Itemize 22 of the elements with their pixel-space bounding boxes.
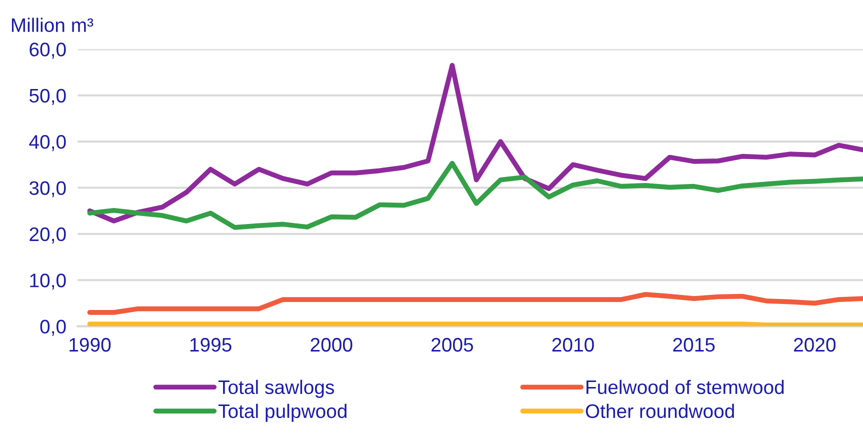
x-tick-label: 2010 (552, 338, 594, 352)
y-axis-title: Million m³ (12, 18, 94, 32)
y-tick-label: 30,0 (29, 181, 66, 198)
legend-label: Fuelwood of stemwood (586, 380, 784, 394)
line-series (87, 62, 863, 224)
y-tick-label: 0,0 (40, 320, 66, 336)
line-series (87, 160, 863, 230)
legend-label: Other roundwood (586, 404, 734, 418)
line-series (87, 292, 863, 315)
x-tick-label: 1990 (70, 338, 111, 352)
y-tick-label: 50,0 (29, 88, 66, 105)
x-tick-label: 2020 (794, 338, 836, 352)
legend-label: Total pulpwood (218, 404, 346, 422)
x-tick-label: 2015 (673, 338, 715, 352)
y-tick-label: 60,0 (30, 42, 66, 59)
x-tick-label: 2000 (310, 338, 352, 352)
x-tick-label: 2005 (432, 338, 474, 352)
y-tick-label: 20,0 (30, 227, 66, 244)
y-tick-label: 40,0 (29, 135, 66, 152)
y-tick-label: 10,0 (30, 274, 66, 290)
x-tick-label: 1995 (190, 338, 232, 352)
legend-label: Total sawlogs (218, 380, 334, 398)
